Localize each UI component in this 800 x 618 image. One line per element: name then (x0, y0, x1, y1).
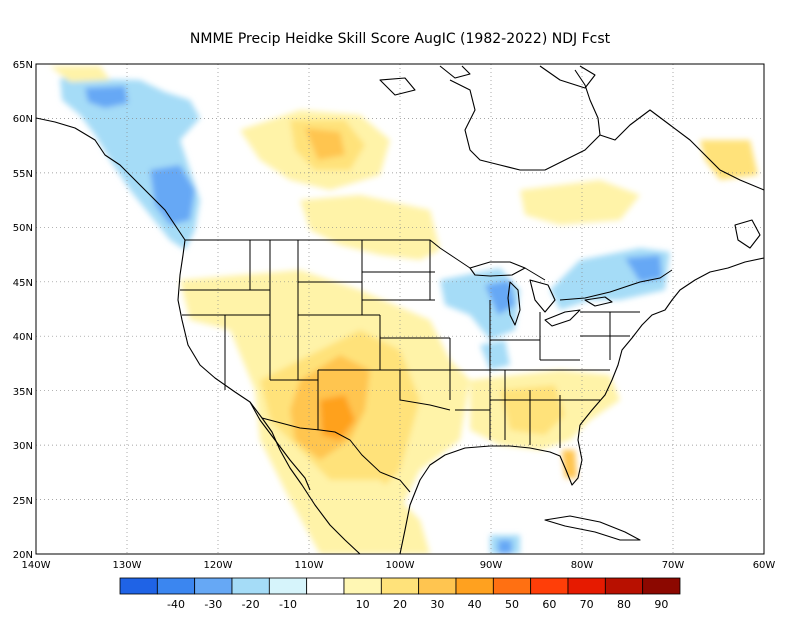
lat-label: 30N (13, 441, 33, 452)
baja-california (249, 401, 311, 491)
us-canada-border (185, 239, 673, 301)
longitude-axis: 140W 130W 120W 110W 100W 90W 80W 70W 60W (22, 560, 776, 571)
colorbar-swatch (268, 577, 308, 595)
skill-region-blue-bc-core (150, 165, 195, 225)
colorbar-label: -40 (167, 598, 185, 611)
skill-region-blue-mid (480, 340, 510, 370)
lat-label: 55N (13, 169, 33, 180)
skill-region-orange-florida (562, 450, 577, 478)
state-lines-east (489, 300, 640, 448)
skill-region-blue-alaska-core (85, 86, 128, 108)
lon-label: 120W (204, 560, 233, 571)
hudson-bay (449, 69, 601, 171)
lon-label: 110W (295, 560, 324, 571)
colorbar-label: 50 (505, 598, 519, 611)
colorbar-label: -20 (242, 598, 260, 611)
lat-label: 65N (13, 60, 33, 71)
colorbar-label: 30 (430, 598, 444, 611)
lake-ontario (584, 296, 613, 307)
map-frame (35, 63, 765, 555)
skill-region-orange-southeast (500, 385, 565, 435)
political-borders (180, 239, 673, 493)
lat-label: 50N (13, 223, 33, 234)
arctic-islands-2 (539, 65, 596, 89)
skill-score-field (50, 66, 758, 554)
lon-label: 130W (113, 560, 142, 571)
lat-label: 40N (13, 332, 33, 343)
labrador-coast (599, 109, 764, 191)
colorbar-swatch (530, 577, 569, 595)
colorbar-swatch (567, 577, 606, 595)
skill-region-yellow-north (50, 66, 110, 82)
colorbar-swatch (343, 577, 382, 595)
skill-region-blue-greatlakes-core (485, 280, 515, 315)
skill-region-yellow-prairies (300, 195, 440, 260)
colorbar-swatch (380, 577, 420, 595)
map-title: NMME Precip Heidke Skill Score AugIC (19… (190, 31, 611, 47)
colorbar-swatch (418, 577, 457, 595)
colorbar-label: 20 (393, 598, 407, 611)
arctic-islands-3 (379, 77, 416, 96)
coastlines (36, 65, 764, 554)
skill-region-blue-quebec-core (625, 255, 662, 282)
atlantic-coastline (579, 257, 764, 426)
lon-label: 60W (753, 560, 776, 571)
colorbar-swatch (119, 577, 158, 595)
colorbar-label: -10 (279, 598, 297, 611)
skill-region-yellow-labrador (700, 140, 758, 180)
state-lines-central (362, 239, 490, 411)
lake-erie (544, 309, 581, 327)
skill-region-deeporange-southwest (320, 395, 355, 440)
west-coastline (36, 117, 361, 554)
lon-label: 100W (386, 560, 415, 571)
lat-label: 20N (13, 550, 33, 561)
skill-region-darkorange-canada-central (305, 128, 345, 160)
colorbar-swatch (642, 577, 681, 595)
lake-huron (529, 279, 556, 313)
colorbar-swatch (455, 577, 494, 595)
colorbar-labels: -40 -30 -20 -10 10 20 30 40 50 60 70 80 90 (167, 598, 668, 611)
lake-superior (469, 261, 526, 277)
cuba (544, 515, 641, 541)
lat-label: 60N (13, 114, 33, 125)
lat-label: 35N (13, 387, 33, 398)
us-mexico-border (261, 417, 411, 493)
arctic-islands (439, 65, 471, 79)
latitude-axis: 65N 60N 55N 50N 45N 40N 35N 30N 25N 20N (13, 60, 33, 561)
colorbar-label: 40 (468, 598, 482, 611)
lake-michigan (507, 281, 521, 326)
lon-label: 70W (662, 560, 685, 571)
gulf-coastline (399, 424, 583, 554)
colorbar-swatch (156, 577, 196, 595)
colorbar-swatch (492, 577, 532, 595)
colorbar-swatch (194, 577, 233, 595)
lat-label: 45N (13, 278, 33, 289)
lon-label: 80W (571, 560, 594, 571)
lon-label: 140W (22, 560, 51, 571)
lon-label: 90W (480, 560, 503, 571)
colorbar-label: 70 (580, 598, 594, 611)
colorbar-label: 10 (356, 598, 370, 611)
colorbar (119, 577, 681, 595)
colorbar-swatch (306, 577, 345, 595)
skill-region-yellow-east-canada (520, 180, 640, 225)
colorbar-swatch (604, 577, 644, 595)
colorbar-label: -30 (204, 598, 222, 611)
newfoundland (734, 219, 761, 249)
colorbar-label: 60 (542, 598, 556, 611)
skill-region-blue-gulf-core (498, 540, 512, 554)
colorbar-label: 80 (617, 598, 631, 611)
colorbar-label: 90 (654, 598, 668, 611)
state-lines-west (180, 240, 400, 430)
colorbar-swatch (231, 577, 270, 595)
lat-label: 25N (13, 496, 33, 507)
